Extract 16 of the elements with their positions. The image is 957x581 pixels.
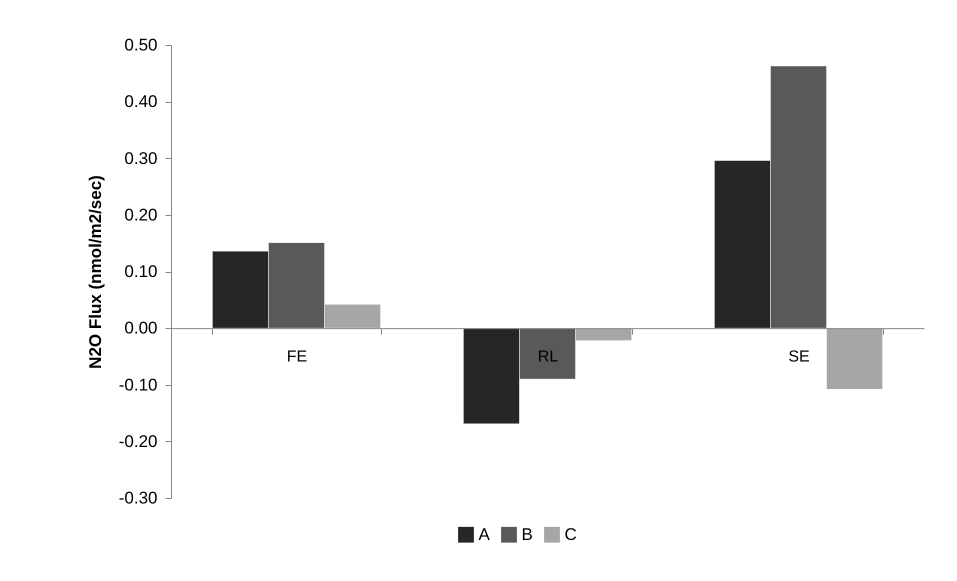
y-tick-label: 0.50 [124, 36, 158, 54]
y-tick-label: 0.30 [124, 148, 158, 168]
legend-label: A [478, 524, 490, 544]
y-tick-label: 0.20 [124, 205, 158, 224]
y-axis-title: N2O Flux (nmol/m2/sec) [86, 175, 105, 369]
y-tick-label: 0.00 [124, 318, 158, 338]
y-tick-label: 0.40 [124, 92, 158, 112]
x-tick-label: FE [286, 348, 308, 366]
legend-label: B [522, 524, 533, 544]
y-tick-label: 0.10 [124, 262, 158, 281]
y-tick-label: -0.10 [118, 375, 158, 394]
y-tick-label: -0.30 [118, 488, 158, 508]
y-tick-label: -0.20 [118, 432, 158, 451]
x-tick-label: RL [538, 348, 558, 366]
legend-label: C [564, 524, 577, 544]
x-tick-label: SE [788, 348, 810, 366]
